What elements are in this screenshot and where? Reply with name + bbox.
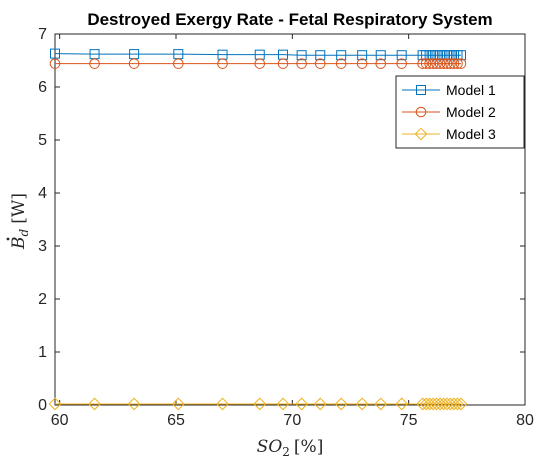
data-point (434, 58, 446, 69)
data-point (334, 397, 348, 411)
y-tick-label: 3 (38, 238, 47, 255)
chart-title: Destroyed Exergy Rate - Fetal Respirator… (87, 10, 492, 29)
x-tick-label: 70 (283, 412, 301, 429)
data-point (173, 58, 184, 69)
x-axis-label-base: SO (257, 437, 283, 457)
data-point (171, 397, 185, 411)
data-point (375, 50, 386, 61)
data-point (355, 397, 369, 411)
x-axis-label: SO2 [%] (257, 437, 324, 459)
data-point (253, 397, 267, 411)
data-point (217, 58, 228, 69)
series-3 (48, 397, 468, 411)
data-point (374, 397, 388, 411)
data-point (216, 397, 229, 411)
y-axis-label-group: Bd [W] (6, 193, 31, 250)
data-point (313, 397, 327, 411)
legend-label: Model 3 (446, 126, 496, 142)
y-axis-label-base: B (9, 236, 29, 250)
legend-label: Model 2 (446, 104, 496, 120)
legend-marker (414, 127, 428, 141)
x-tick-label: 75 (400, 412, 418, 429)
data-point (438, 58, 449, 69)
axis-ticks: 60 65 70 75 80 0 1 2 3 4 5 6 7 (38, 26, 534, 429)
y-tick-label: 0 (38, 397, 47, 414)
x-tick-label: 60 (51, 412, 69, 429)
data-point (396, 50, 407, 61)
data-point (431, 58, 442, 69)
y-tick-label: 5 (38, 132, 47, 149)
data-point (254, 58, 266, 69)
x-tick-label: 80 (516, 412, 534, 429)
data-point (48, 397, 62, 411)
data-point (356, 58, 368, 69)
series-line (54, 53, 462, 56)
data-point (455, 58, 467, 69)
data-point (276, 397, 290, 411)
data-point (448, 58, 460, 69)
x-axis-label-subscript: 2 (282, 445, 290, 459)
series-2 (49, 58, 467, 69)
y-axis-label-unit: [W] (9, 193, 29, 224)
x-axis-label-unit: [%] (294, 437, 323, 457)
legend-marker (416, 85, 426, 95)
series-layer (48, 48, 468, 411)
data-point (296, 58, 307, 69)
data-point (441, 58, 453, 69)
data-point (49, 58, 61, 69)
data-point (396, 58, 407, 69)
y-tick-label: 4 (38, 185, 47, 202)
x-tick-label: 65 (167, 412, 185, 429)
data-point (277, 58, 289, 69)
data-point (454, 397, 468, 411)
legend-item: Model 2 (402, 104, 496, 120)
data-point (89, 58, 100, 69)
legend-marker (415, 106, 427, 118)
data-point (127, 397, 141, 411)
legend-label: Model 1 (446, 82, 496, 98)
y-axis-label-dot-accent (6, 237, 10, 241)
y-tick-label: 6 (38, 79, 47, 96)
data-point (314, 58, 326, 69)
data-point (420, 58, 432, 69)
data-point (88, 397, 101, 411)
data-point (375, 58, 387, 69)
data-point (315, 50, 326, 61)
legend: Model 1 Model 2 Model 3 (395, 75, 525, 149)
data-point (445, 58, 456, 69)
data-point (452, 58, 463, 69)
data-point (128, 58, 140, 69)
data-point (424, 58, 435, 69)
y-tick-label: 7 (38, 26, 47, 43)
legend-item: Model 1 (402, 82, 496, 98)
data-point (417, 58, 428, 69)
data-point (451, 397, 464, 411)
y-axis-label-subscript: d (17, 228, 31, 236)
y-tick-label: 2 (38, 291, 47, 308)
data-point (295, 397, 309, 411)
legend-item: Model 3 (402, 126, 496, 142)
data-point (296, 50, 307, 61)
data-point (50, 48, 60, 59)
y-tick-label: 1 (38, 344, 47, 361)
data-point (335, 58, 347, 69)
data-point (336, 50, 347, 61)
data-point (427, 58, 439, 69)
y-axis-label: Bd [W] (9, 193, 31, 250)
data-point (395, 397, 409, 411)
data-point (357, 50, 368, 61)
